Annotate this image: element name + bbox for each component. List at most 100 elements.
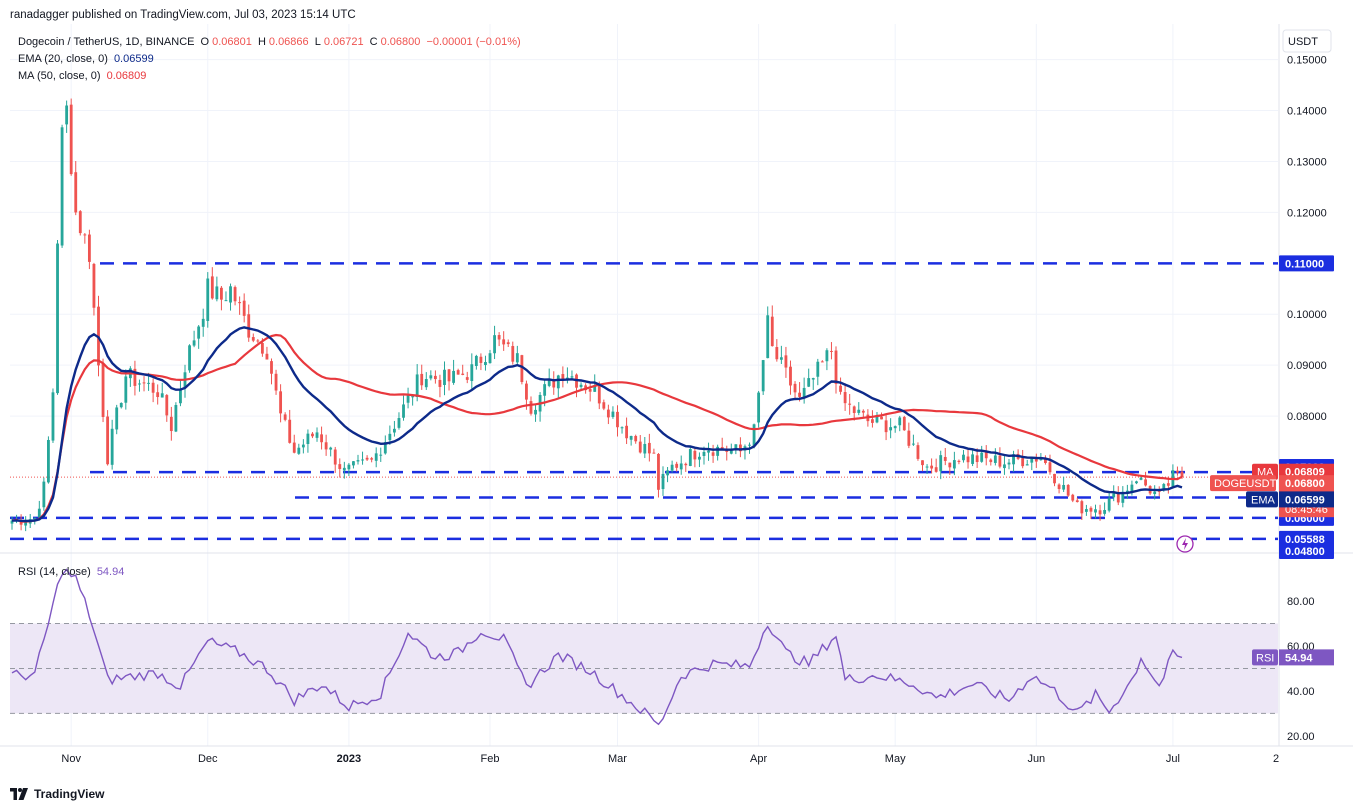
candle[interactable] [215, 276, 219, 302]
candle[interactable] [452, 359, 456, 385]
candle[interactable] [370, 456, 374, 463]
candle[interactable] [456, 368, 460, 375]
candle[interactable] [119, 402, 123, 409]
footer[interactable]: TradingView [10, 784, 104, 804]
candle[interactable] [365, 455, 369, 462]
candle[interactable] [443, 361, 446, 396]
candle[interactable] [270, 358, 273, 385]
candle[interactable] [101, 358, 105, 423]
chart-svg[interactable]: USDT 0.15000 0.14000 0.13000 0.12000 0.10000 0… [0, 24, 1353, 780]
candle[interactable] [538, 392, 542, 422]
candle[interactable] [1171, 464, 1175, 487]
candle[interactable] [497, 332, 501, 347]
candle[interactable] [283, 412, 287, 422]
candle[interactable] [242, 293, 246, 323]
candle[interactable] [698, 452, 701, 468]
candle[interactable] [1080, 499, 1084, 520]
candle[interactable] [397, 412, 401, 430]
candle[interactable] [921, 460, 924, 472]
candle[interactable] [775, 339, 779, 362]
candle[interactable] [511, 341, 515, 365]
candle[interactable] [224, 291, 228, 302]
candle[interactable] [1071, 493, 1075, 503]
candle[interactable] [165, 394, 169, 422]
candle[interactable] [638, 435, 642, 454]
candle[interactable] [916, 442, 920, 461]
candle[interactable] [342, 461, 346, 479]
candle[interactable] [1098, 504, 1102, 521]
candle[interactable] [151, 378, 155, 403]
candle[interactable] [957, 459, 961, 465]
candle[interactable] [247, 304, 251, 342]
candle[interactable] [265, 346, 269, 360]
candle[interactable] [629, 435, 633, 446]
candle[interactable] [1066, 484, 1070, 497]
candle[interactable] [597, 381, 601, 410]
candle[interactable] [192, 330, 196, 348]
candle[interactable] [420, 364, 424, 390]
candle[interactable] [925, 464, 929, 475]
candle[interactable] [1176, 466, 1179, 476]
candle[interactable] [1048, 454, 1052, 475]
candle[interactable] [830, 342, 833, 360]
candle[interactable] [110, 419, 114, 470]
candle[interactable] [575, 373, 578, 398]
candle[interactable] [602, 399, 606, 411]
candle[interactable] [716, 444, 720, 461]
candle[interactable] [893, 425, 897, 433]
candle[interactable] [1107, 493, 1111, 513]
candle[interactable] [83, 233, 87, 244]
candle[interactable] [770, 305, 774, 347]
candle[interactable] [69, 98, 73, 176]
candle[interactable] [1021, 449, 1025, 469]
candle[interactable] [1121, 486, 1125, 508]
candle[interactable] [711, 444, 715, 463]
candle[interactable] [347, 463, 351, 477]
candle[interactable] [561, 366, 565, 388]
candle[interactable] [1012, 450, 1015, 472]
candle[interactable] [952, 451, 956, 476]
currency-box[interactable] [1282, 29, 1332, 53]
candle[interactable] [839, 377, 842, 395]
candle[interactable] [87, 229, 91, 270]
candle[interactable] [943, 447, 947, 466]
candle[interactable] [279, 384, 283, 423]
candle[interactable] [484, 355, 487, 371]
candle[interactable] [898, 415, 902, 432]
candle[interactable] [752, 423, 756, 449]
candle[interactable] [461, 364, 465, 376]
candle[interactable] [188, 344, 191, 373]
candle[interactable] [625, 417, 629, 445]
candle[interactable] [515, 345, 519, 364]
candle[interactable] [356, 454, 360, 465]
candle[interactable] [670, 460, 674, 473]
candle[interactable] [447, 368, 451, 391]
candle[interactable] [643, 437, 647, 459]
candle[interactable] [306, 429, 310, 453]
candle[interactable] [939, 450, 943, 480]
candle[interactable] [1089, 506, 1093, 519]
candle[interactable] [488, 349, 492, 364]
candle[interactable] [210, 267, 214, 300]
candle[interactable] [784, 346, 788, 378]
candle[interactable] [1062, 476, 1066, 492]
candle[interactable] [352, 460, 355, 469]
candle[interactable] [966, 448, 970, 469]
chart-root[interactable]: USDT 0.15000 0.14000 0.13000 0.12000 0.10000 0… [0, 24, 1353, 780]
candle[interactable] [971, 448, 974, 467]
candle[interactable] [1003, 456, 1006, 475]
candle[interactable] [174, 402, 178, 433]
candle[interactable] [534, 404, 537, 422]
candle[interactable] [634, 434, 638, 444]
candle[interactable] [816, 358, 820, 386]
candle[interactable] [1144, 471, 1147, 487]
candle[interactable] [142, 376, 146, 392]
candle[interactable] [825, 348, 829, 371]
candle[interactable] [738, 437, 742, 458]
candle[interactable] [220, 286, 223, 311]
candle[interactable] [329, 446, 333, 457]
candle[interactable] [138, 379, 141, 392]
candle[interactable] [502, 331, 506, 351]
lightning-icon[interactable] [1176, 535, 1194, 553]
candle[interactable] [251, 333, 255, 343]
